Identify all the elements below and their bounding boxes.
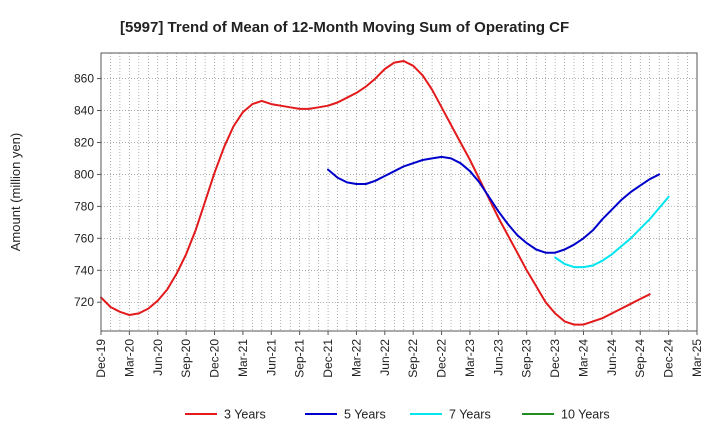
legend-label: 7 Years xyxy=(449,408,491,422)
legend-label: 10 Years xyxy=(561,408,610,422)
series-line-7-years xyxy=(554,195,670,269)
y-tick-label: 840 xyxy=(74,104,94,118)
plot-border xyxy=(100,52,698,332)
x-tick-label: Sep-23 xyxy=(520,339,534,378)
series-line-3-years xyxy=(100,60,651,326)
legend-item-5-years: 5 Years xyxy=(305,408,386,422)
x-tick-label: Sep-21 xyxy=(293,339,307,378)
y-tick-label: 800 xyxy=(74,167,94,181)
legend-label: 3 Years xyxy=(224,408,266,422)
x-tick-label: Dec-23 xyxy=(548,339,562,378)
x-tick-label: Mar-24 xyxy=(576,339,590,377)
y-tick-label: 780 xyxy=(74,199,94,213)
x-tick-label: Mar-21 xyxy=(236,339,250,377)
x-tick-label: Jun-21 xyxy=(264,339,278,376)
x-axis-ticks: Dec-19 Mar-20 Jun-20 Sep-20 Dec-20 Mar-21 Jun-… xyxy=(94,331,704,378)
x-tick-label: Jun-23 xyxy=(491,339,505,376)
y-axis-ticks: 720 740 760 780 800 820 840 860 xyxy=(74,72,101,309)
chart-title: [5997] Trend of Mean of 12-Month Moving … xyxy=(120,19,569,36)
gridlines xyxy=(101,53,697,331)
y-tick-label: 760 xyxy=(74,231,94,245)
x-tick-label: Sep-22 xyxy=(406,339,420,378)
series-lines xyxy=(100,60,670,326)
x-tick-label: Dec-24 xyxy=(662,339,676,378)
y-tick-label: 860 xyxy=(74,72,94,86)
x-tick-label: Sep-20 xyxy=(179,339,193,378)
y-tick-label: 740 xyxy=(74,263,94,277)
x-tick-label: Dec-21 xyxy=(321,339,335,378)
legend-item-3-years: 3 Years xyxy=(185,408,266,422)
x-tick-label: Sep-24 xyxy=(633,339,647,378)
plot-area xyxy=(101,53,697,331)
x-tick-label: Mar-25 xyxy=(690,339,704,377)
x-tick-label: Jun-22 xyxy=(378,339,392,376)
y-axis-label: Amount (million yen) xyxy=(8,133,23,252)
legend-item-10-years: 10 Years xyxy=(522,408,610,422)
x-tick-label: Mar-23 xyxy=(463,339,477,377)
x-tick-label: Dec-22 xyxy=(435,339,449,378)
y-tick-label: 820 xyxy=(74,135,94,149)
x-tick-label: Jun-20 xyxy=(151,339,165,376)
x-tick-label: Dec-19 xyxy=(94,339,108,378)
x-tick-label: Mar-22 xyxy=(349,339,363,377)
series-line-5-years xyxy=(327,155,661,254)
x-tick-label: Jun-24 xyxy=(605,339,619,376)
legend-item-7-years: 7 Years xyxy=(410,408,491,422)
x-tick-label: Dec-20 xyxy=(208,339,222,378)
legend-label: 5 Years xyxy=(344,408,386,422)
x-tick-label: Mar-20 xyxy=(122,339,136,377)
legend: 3 Years 5 Years 7 Years 10 Years xyxy=(185,408,610,422)
y-tick-label: 720 xyxy=(74,295,94,309)
